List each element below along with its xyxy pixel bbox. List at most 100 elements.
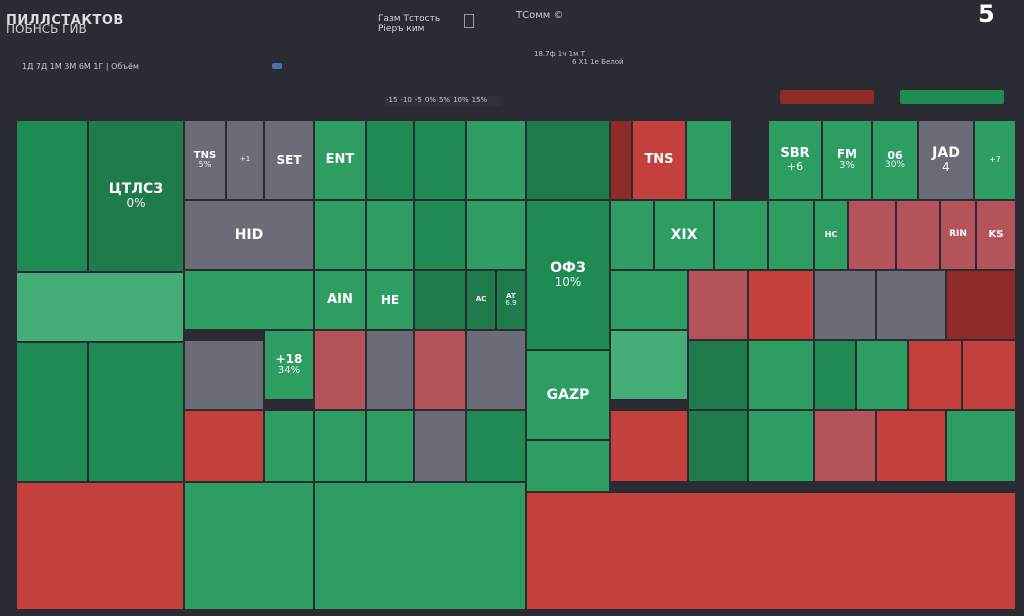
treemap-tile[interactable] (466, 330, 526, 410)
tile-ticker: TNS (644, 152, 674, 168)
treemap-tile[interactable]: TNS 5% (184, 120, 226, 200)
treemap-tile[interactable] (414, 330, 466, 410)
treemap-tile[interactable]: RIN (940, 200, 976, 270)
treemap-tile[interactable]: ENT (314, 120, 366, 200)
treemap-tile[interactable] (264, 410, 314, 482)
treemap-tile[interactable] (16, 120, 88, 272)
treemap-tile[interactable] (610, 270, 688, 330)
treemap-tile[interactable] (686, 120, 732, 200)
treemap-tile[interactable] (946, 410, 1016, 482)
treemap-tile[interactable] (526, 120, 610, 200)
tile-change: 6.9 (505, 299, 517, 307)
treemap-tile[interactable]: +7 (974, 120, 1016, 200)
treemap-tile[interactable] (748, 410, 814, 482)
treemap-tile[interactable] (466, 410, 526, 482)
treemap-tile[interactable] (856, 340, 908, 410)
treemap-tile[interactable] (16, 272, 184, 342)
treemap-tile[interactable]: XIX (654, 200, 714, 270)
treemap-tile[interactable]: GAZP (526, 350, 610, 440)
treemap-tile[interactable] (414, 200, 466, 270)
treemap-tile[interactable] (814, 410, 876, 482)
treemap-tile[interactable]: ОФЗ 10% (526, 200, 610, 350)
treemap-tile[interactable] (748, 270, 814, 340)
treemap-tile[interactable] (184, 410, 264, 482)
treemap-tile[interactable] (688, 410, 748, 482)
tile-ticker: FM (836, 147, 858, 162)
treemap-tile[interactable] (814, 340, 856, 410)
treemap-tile[interactable] (466, 120, 526, 200)
treemap-tile[interactable] (962, 340, 1016, 410)
treemap-tile[interactable] (688, 340, 748, 410)
treemap-tile[interactable] (314, 330, 366, 410)
treemap-tile[interactable]: SBR +6 (768, 120, 822, 200)
tile-ticker: 06 (887, 148, 903, 162)
treemap-tile[interactable] (366, 330, 414, 410)
treemap-tile[interactable]: ЦТЛСЗ 0% (88, 120, 184, 272)
treemap-tile[interactable] (526, 492, 1016, 610)
treemap-tile[interactable] (814, 270, 876, 340)
treemap-tile[interactable] (366, 120, 414, 200)
treemap-tile[interactable] (414, 410, 466, 482)
treemap-tile[interactable]: FM 3% (822, 120, 872, 200)
treemap-tile[interactable] (714, 200, 768, 270)
tile-ticker: HC (824, 229, 838, 239)
treemap-tile[interactable] (946, 270, 1016, 340)
treemap-tile[interactable] (610, 120, 632, 200)
treemap-tile[interactable]: JAD 4 (918, 120, 974, 200)
treemap-tile[interactable] (526, 440, 610, 492)
tile-ticker: TNS (193, 149, 217, 161)
treemap-tile[interactable] (184, 270, 314, 330)
treemap-tile[interactable]: AC (466, 270, 496, 330)
treemap-tile[interactable] (314, 200, 366, 270)
treemap-tile[interactable]: +18 34% (264, 330, 314, 400)
treemap-tile[interactable] (876, 270, 946, 340)
treemap-tile[interactable] (896, 200, 940, 270)
scale-label: 15% (471, 96, 488, 104)
treemap-tile[interactable] (88, 342, 184, 482)
treemap-tile[interactable]: +1 (226, 120, 264, 200)
tile-ticker: JAD (932, 145, 960, 162)
treemap-tile[interactable] (466, 200, 526, 270)
treemap-tile[interactable] (414, 120, 466, 200)
treemap-tile[interactable] (610, 410, 688, 482)
center-text-1: Газм Тстость (378, 14, 441, 24)
treemap-tile[interactable] (16, 482, 184, 610)
flag-icon[interactable] (272, 63, 282, 69)
period-controls[interactable]: 1Д 7Д 1М 3М 6М 1Г | Объём (22, 62, 139, 71)
treemap-tile[interactable] (748, 340, 814, 410)
treemap-tile[interactable]: HID (184, 200, 314, 270)
treemap-tile[interactable] (610, 200, 654, 270)
treemap-tile[interactable] (366, 200, 414, 270)
treemap-tile[interactable]: AT 6.9 (496, 270, 526, 330)
treemap-tile[interactable] (414, 270, 466, 330)
treemap-tile[interactable] (366, 410, 414, 482)
treemap-tile[interactable] (184, 340, 264, 410)
tile-ticker: AT (506, 291, 516, 300)
treemap-tile[interactable]: KS (976, 200, 1016, 270)
treemap-tile[interactable] (688, 270, 748, 340)
treemap-tile[interactable]: AIN (314, 270, 366, 330)
treemap-tile[interactable] (314, 482, 526, 610)
treemap-tile[interactable] (314, 410, 366, 482)
tile-ticker: +18 (275, 352, 303, 367)
treemap-tile[interactable] (768, 200, 814, 270)
treemap-tile[interactable] (184, 482, 314, 610)
treemap-tile[interactable]: 06 30% (872, 120, 918, 200)
tile-ticker: SBR (780, 146, 810, 162)
treemap-tile[interactable]: HC (814, 200, 848, 270)
legend-swatch-red[interactable] (780, 90, 874, 104)
treemap-tile[interactable]: TNS (632, 120, 686, 200)
scale-label: 0% (424, 96, 436, 104)
treemap-tile[interactable]: HE (366, 270, 414, 330)
tile-change: 5% (198, 160, 212, 170)
treemap-tile[interactable] (16, 342, 88, 482)
treemap-tile[interactable] (908, 340, 962, 410)
scale-label: -15 (386, 96, 398, 104)
legend-swatch-green[interactable] (900, 90, 1004, 104)
treemap-tile[interactable] (848, 200, 896, 270)
treemap-tile[interactable] (610, 330, 688, 400)
treemap-tile[interactable]: SET (264, 120, 314, 200)
tile-ticker: KS (988, 228, 1004, 240)
treemap-tile[interactable] (876, 410, 946, 482)
toggle-icon[interactable] (464, 14, 474, 28)
